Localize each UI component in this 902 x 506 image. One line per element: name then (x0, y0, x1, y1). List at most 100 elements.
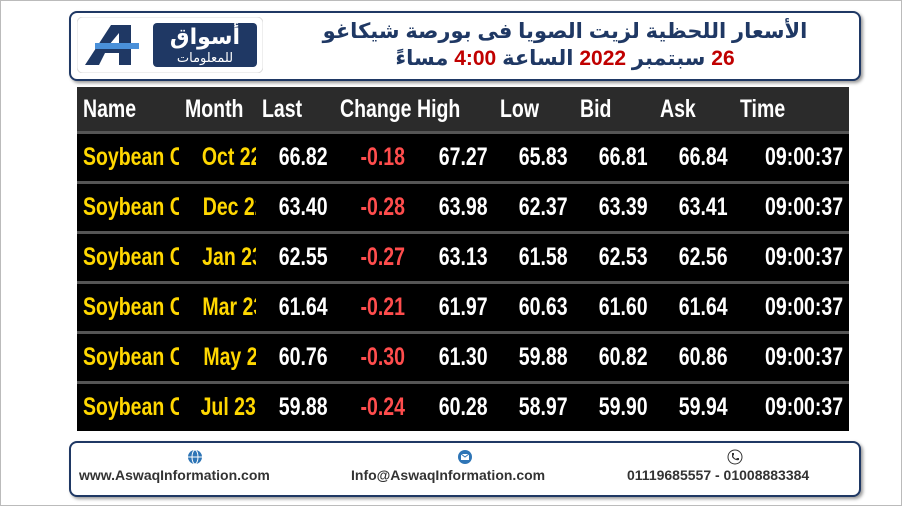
logo-badge (153, 23, 257, 67)
cell-text: 62.55 (279, 243, 328, 271)
cell: 62.55 (256, 231, 334, 283)
cell-text: 65.83 (519, 143, 568, 171)
cell-text: 61.64 (679, 293, 728, 321)
footer: www.AswaqInformation.com Info@AswaqInfor… (69, 441, 861, 497)
year: 2022 (579, 47, 627, 70)
cell: Dec 22 (179, 181, 256, 233)
phone: 01119685557 - 01008883384 (627, 467, 810, 483)
cell-text: 09:00:37 (764, 193, 843, 221)
cell: 61.60 (574, 281, 654, 333)
time-label: الساعة (502, 47, 574, 70)
cell-text: -0.28 (360, 193, 405, 221)
cell: 62.56 (654, 231, 734, 283)
cell: 60.76 (256, 331, 334, 383)
cell: 09:00:37 (734, 381, 849, 431)
table-row: Soybean Oil Jul 23 59.88 -0.24 60.28 58.97 59.… (77, 381, 849, 431)
subtitle: 26 سبتمبر 2022 الساعة 4:00 مساءً (295, 45, 835, 73)
web-icon (188, 449, 202, 465)
column-header-text: High (417, 94, 461, 123)
table-row: Soybean Oil Oct 22 66.82 -0.18 67.27 65.83 66.… (77, 131, 849, 183)
table-row: Soybean Oil Jan 23 62.55 -0.27 63.13 61.58 62.… (77, 231, 849, 283)
table-row: Soybean Oil May 23 60.76 -0.30 61.30 59.88 60.… (77, 331, 849, 383)
header: أسواق للمعلومات الأسعار اللحظية لزيت الص… (69, 11, 861, 81)
cell-text: 59.94 (679, 393, 728, 421)
cell: 60.86 (654, 331, 734, 383)
cell-text: 67.27 (439, 143, 488, 171)
column-header: Name (77, 87, 179, 134)
cell-text: 60.82 (599, 343, 648, 371)
cell: 60.63 (494, 281, 574, 333)
cell-text: Soybean Oil (83, 143, 179, 171)
cell: 09:00:37 (734, 131, 849, 183)
column-header: Change (334, 87, 411, 134)
column-header-text: Change (340, 94, 411, 123)
cell-text: 09:00:37 (764, 343, 843, 371)
cell: 61.58 (494, 231, 574, 283)
cell-text: 66.82 (279, 143, 328, 171)
cell-text: 60.76 (279, 343, 328, 371)
column-header-text: Bid (580, 94, 612, 123)
cell: Jan 23 (179, 231, 256, 283)
cell-text: 66.81 (599, 143, 648, 171)
cell: 09:00:37 (734, 331, 849, 383)
cell: Oct 22 (179, 131, 256, 183)
cell: 59.94 (654, 381, 734, 431)
column-header-text: Month (185, 94, 244, 123)
cell: May 23 (179, 331, 256, 383)
header-row: Name Month Last Change High Low Bid Ask Time (77, 87, 849, 134)
cell: -0.24 (334, 381, 411, 431)
cell-text: 61.58 (519, 243, 568, 271)
cell: Soybean Oil (77, 181, 179, 233)
cell: 63.98 (411, 181, 494, 233)
cell: 62.53 (574, 231, 654, 283)
column-header: Low (494, 87, 574, 134)
cell: 67.27 (411, 131, 494, 183)
cell-text: -0.21 (360, 293, 405, 321)
period: مساءً (395, 47, 449, 70)
title-block: الأسعار اللحظية لزيت الصويا فى بورصة شيك… (295, 19, 835, 73)
logo: أسواق للمعلومات (77, 17, 263, 73)
cell: Mar 23 (179, 281, 256, 333)
cell-text: 60.63 (519, 293, 568, 321)
cell: 09:00:37 (734, 181, 849, 233)
column-header: Month (179, 87, 256, 134)
time: 4:00 (454, 47, 497, 70)
column-header: High (411, 87, 494, 134)
cell-text: Oct 22 (201, 143, 256, 171)
price-table: Name Month Last Change High Low Bid Ask Time Soy… (77, 87, 849, 431)
cell-text: 62.53 (599, 243, 648, 271)
cell: Soybean Oil (77, 331, 179, 383)
cell: -0.30 (334, 331, 411, 383)
cell-text: 59.90 (599, 393, 648, 421)
cell: 66.82 (256, 131, 334, 183)
cell-text: 61.64 (279, 293, 328, 321)
cell: -0.27 (334, 231, 411, 283)
cell: 59.88 (256, 381, 334, 431)
cell-text: 63.98 (439, 193, 488, 221)
column-header-text: Time (740, 94, 786, 123)
cell-text: 66.84 (679, 143, 728, 171)
website: www.AswaqInformation.com (79, 467, 270, 483)
cell: 60.28 (411, 381, 494, 431)
cell-text: 59.88 (279, 393, 328, 421)
column-header: Last (256, 87, 334, 134)
cell-text: May 23 (203, 343, 256, 371)
cell: 09:00:37 (734, 281, 849, 333)
cell-text: 59.88 (519, 343, 568, 371)
cell: 63.39 (574, 181, 654, 233)
cell-text: 63.39 (599, 193, 648, 221)
cell-text: 63.13 (439, 243, 488, 271)
cell: -0.28 (334, 181, 411, 233)
logo-name: أسواق (170, 21, 240, 50)
cell: 63.13 (411, 231, 494, 283)
cell-text: Soybean Oil (83, 243, 179, 271)
cell-text: 58.97 (519, 393, 568, 421)
cell: 62.37 (494, 181, 574, 233)
logo-stripe (95, 43, 139, 49)
cell-text: -0.27 (360, 243, 405, 271)
cell: 59.90 (574, 381, 654, 431)
column-header: Ask (654, 87, 734, 134)
column-header: Bid (574, 87, 654, 134)
table-row: Soybean Oil Mar 23 61.64 -0.21 61.97 60.63 61.… (77, 281, 849, 333)
